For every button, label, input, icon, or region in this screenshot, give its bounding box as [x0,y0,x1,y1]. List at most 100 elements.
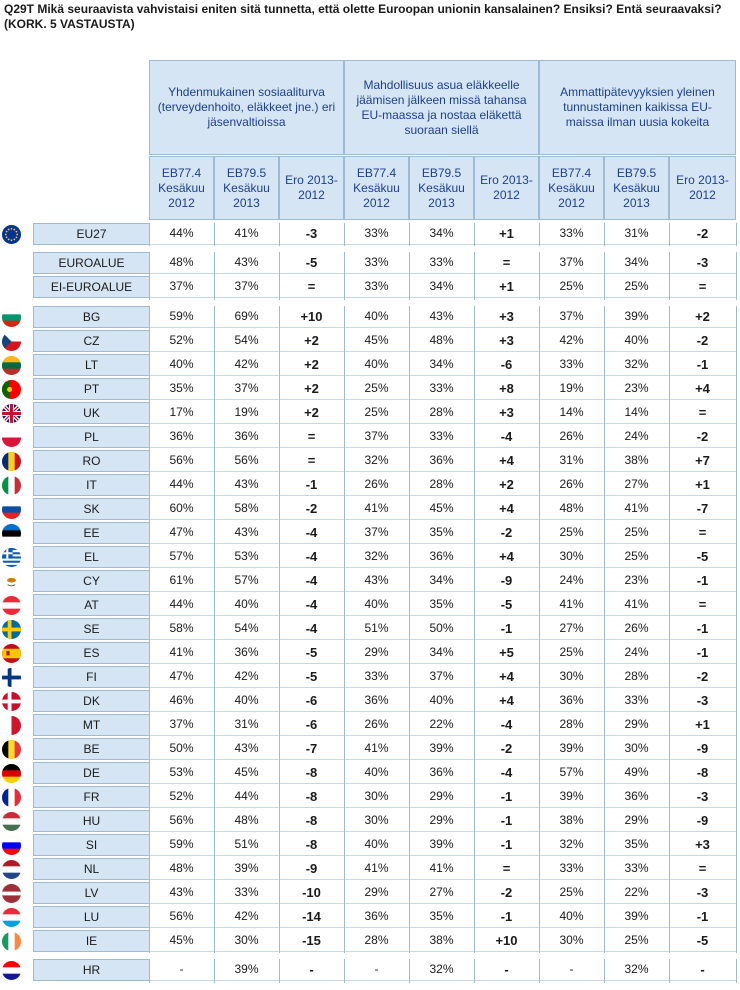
row-label: LV [33,882,150,904]
diff-cell: -4 [474,426,539,448]
value-cell: 40% [344,354,409,376]
table-row: DK 46% 40% -6 36% 40% +4 36% 33% -3 [0,690,740,713]
diff-cell: -9 [279,858,344,880]
column-divider [344,306,345,953]
value-cell: 29% [409,810,474,832]
table-row: FR 52% 44% -8 30% 29% -1 39% 36% -3 [0,786,740,809]
value-cell: 56% [149,906,214,928]
table-row: CY 61% 57% -4 43% 34% -9 24% 23% -1 [0,570,740,593]
value-cell: 36% [409,762,474,784]
value-cell: 36% [409,546,474,568]
value-cell: 41% [604,498,669,520]
ee-flag-icon [2,524,21,543]
table-row: EU27 44% 41% -3 33% 34% +1 33% 31% -2 [0,223,740,246]
column-group-pension-abroad: Mahdollisuus asua eläkkeelle jäämisen jä… [344,60,539,155]
value-cell: 40% [214,690,279,712]
diff-cell: -1 [474,618,539,640]
diff-cell: -2 [669,426,736,448]
value-cell: 25% [344,378,409,400]
value-cell: 32% [539,834,604,856]
value-cell: 53% [214,546,279,568]
value-cell: 49% [604,762,669,784]
diff-cell: = [669,402,736,424]
diff-cell: +3 [474,306,539,328]
value-cell: 30% [344,786,409,808]
diff-cell: +4 [474,666,539,688]
value-cell: 39% [539,786,604,808]
column-divider [344,959,345,983]
column-group-qualifications: Ammattipätevyyksien yleinen tunnustamine… [539,60,736,155]
value-cell: 38% [409,930,474,952]
value-cell: 60% [149,498,214,520]
row-label: HR [33,959,150,981]
value-cell: 36% [539,690,604,712]
diff-cell: -3 [669,252,736,274]
row-label: LT [33,354,150,376]
value-cell: 42% [214,906,279,928]
diff-cell: +4 [474,546,539,568]
value-cell: 36% [344,906,409,928]
row-label: LU [33,906,150,928]
diff-cell: +5 [474,642,539,664]
value-cell: - [344,959,409,981]
diff-cell: -1 [669,642,736,664]
diff-cell: +10 [279,306,344,328]
se-flag-icon [2,620,21,639]
diff-cell: -3 [669,882,736,904]
value-cell: 43% [344,570,409,592]
value-cell: 32% [409,959,474,981]
lt-flag-icon [2,356,21,375]
column-divider [214,252,215,300]
table-row: DE 53% 45% -8 40% 36% -4 57% 49% -8 [0,762,740,785]
hu-flag-icon [2,812,21,831]
diff-cell: -4 [279,522,344,544]
value-cell: 33% [344,223,409,245]
subheader-eb774: EB77.4 Kesäkuu 2012 [149,156,214,220]
sk-flag-icon [2,500,21,519]
value-cell: 41% [344,738,409,760]
row-label: SI [33,834,150,856]
table-row: EE 47% 43% -4 37% 35% -2 25% 25% = [0,522,740,545]
value-cell: 50% [149,738,214,760]
value-cell: 48% [149,252,214,274]
value-cell: 48% [214,810,279,832]
value-cell: 50% [409,618,474,640]
row-label: EL [33,546,150,568]
value-cell: 25% [539,882,604,904]
value-cell: 45% [409,498,474,520]
pt-flag-icon [2,380,21,399]
value-cell: 44% [214,786,279,808]
value-cell: 48% [539,498,604,520]
column-divider [474,223,475,246]
table-row: PL 36% 36% = 37% 33% -4 26% 24% -2 [0,426,740,449]
diff-cell: +8 [474,378,539,400]
diff-cell: -5 [669,930,736,952]
value-cell: 36% [214,642,279,664]
value-cell: 14% [539,402,604,424]
value-cell: 33% [604,690,669,712]
row-label: DK [33,690,150,712]
diff-cell: -5 [474,594,539,616]
value-cell: 40% [344,306,409,328]
value-cell: 33% [409,252,474,274]
value-cell: 37% [539,306,604,328]
diff-cell: -9 [669,738,736,760]
row-label: DE [33,762,150,784]
diff-cell: -3 [279,223,344,245]
column-divider [539,252,540,300]
table-row: IE 45% 30% -15 28% 38% +10 30% 25% -5 [0,930,740,953]
diff-cell: -2 [474,522,539,544]
column-divider [149,223,150,246]
value-cell: 34% [409,223,474,245]
value-cell: 32% [604,354,669,376]
table-row: ES 41% 36% -5 29% 34% +5 25% 24% -1 [0,642,740,665]
column-divider [604,252,605,300]
value-cell: 43% [409,306,474,328]
diff-cell: -1 [474,786,539,808]
column-divider [149,306,150,953]
diff-cell: +10 [474,930,539,952]
nl-flag-icon [2,860,21,879]
diff-cell: +4 [474,450,539,472]
table-row: LU 56% 42% -14 36% 35% -1 40% 39% -1 [0,906,740,929]
dk-flag-icon [2,692,21,711]
